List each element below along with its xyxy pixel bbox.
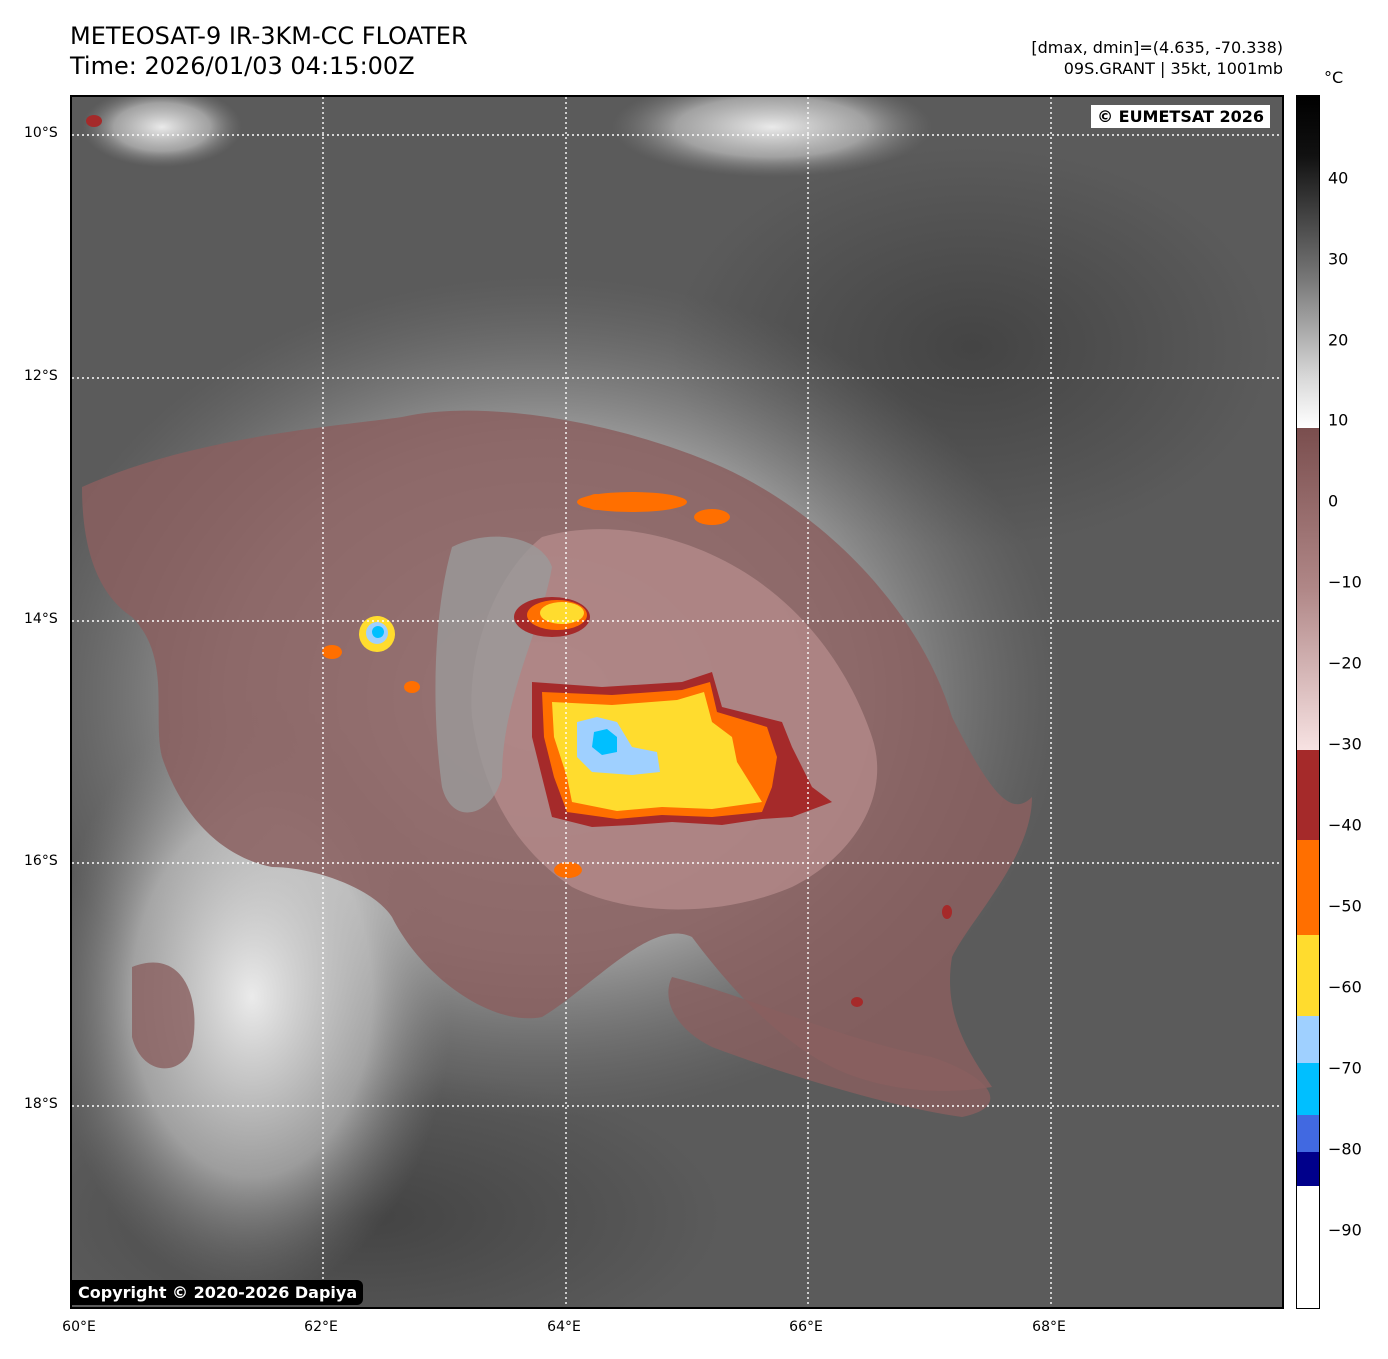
storm-info: 09S.GRANT | 35kt, 1001mb xyxy=(1063,59,1283,78)
colorbar-tick: −30 xyxy=(1328,734,1362,754)
dapiya-copyright: Copyright © 2020-2026 Dapiya xyxy=(72,1280,364,1305)
colorbar-tick: −60 xyxy=(1328,977,1362,997)
colorbar-unit: °C xyxy=(1324,68,1344,87)
data-range: [dmax, dmin]=(4.635, -70.338) xyxy=(1031,38,1283,57)
colorbar-tick: 20 xyxy=(1328,330,1349,350)
satellite-map[interactable]: © EUMETSAT 2026 Copyright © 2020-2026 Da… xyxy=(70,95,1284,1309)
product-time: Time: 2026/01/03 04:15:00Z xyxy=(70,52,415,80)
lat-label: 12°S xyxy=(24,368,58,384)
lat-label: 16°S xyxy=(24,853,58,869)
eumetsat-copyright: © EUMETSAT 2026 xyxy=(1091,105,1270,128)
colorbar-tick: −10 xyxy=(1328,572,1362,592)
colorbar-tick: −80 xyxy=(1328,1139,1362,1159)
colorbar-tick: 30 xyxy=(1328,249,1349,269)
product-title: METEOSAT-9 IR-3KM-CC FLOATER xyxy=(70,22,468,50)
graticule xyxy=(72,97,1282,1307)
colorbar-tick: −40 xyxy=(1328,815,1362,835)
lon-label: 66°E xyxy=(789,1319,823,1335)
lon-label: 68°E xyxy=(1032,1319,1066,1335)
colorbar-tick: −50 xyxy=(1328,896,1362,916)
ir-imagery xyxy=(72,97,1282,1307)
colorbar-tick: −20 xyxy=(1328,653,1362,673)
colorbar-tick: 40 xyxy=(1328,168,1349,188)
lon-label: 64°E xyxy=(547,1319,581,1335)
lat-label: 18°S xyxy=(24,1096,58,1112)
colorbar-tick: −90 xyxy=(1328,1220,1362,1240)
colorbar-tick: 10 xyxy=(1328,410,1349,430)
temperature-colorbar xyxy=(1296,95,1320,1309)
colorbar-tick: −70 xyxy=(1328,1058,1362,1078)
lon-label: 62°E xyxy=(304,1319,338,1335)
colorbar-tick: 0 xyxy=(1328,491,1339,511)
lat-label: 14°S xyxy=(24,611,58,627)
lon-label: 60°E xyxy=(62,1319,96,1335)
lat-label: 10°S xyxy=(24,125,58,141)
